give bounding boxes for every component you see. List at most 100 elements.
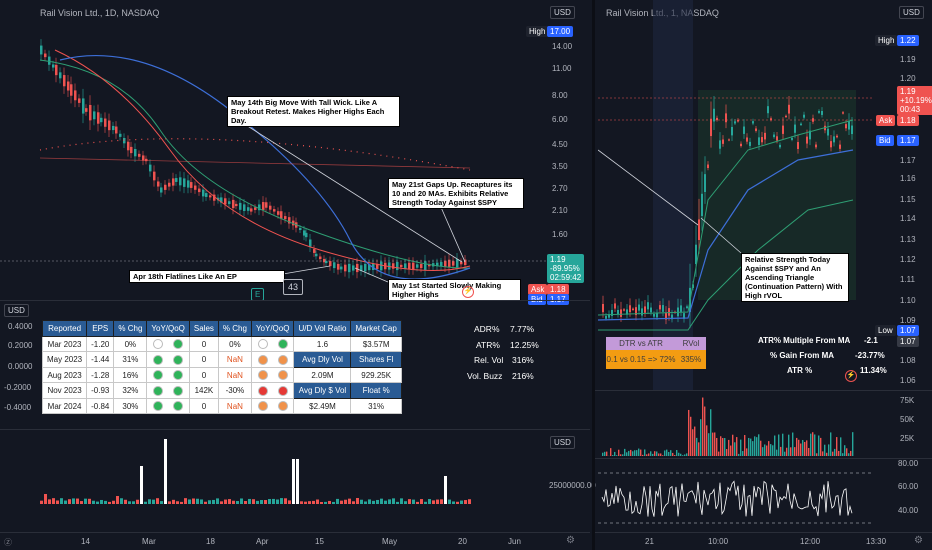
gain-from-ma-label: % Gain From MA — [770, 351, 835, 360]
right-x-tick: 21 — [645, 537, 654, 546]
volume-bar — [624, 448, 626, 456]
volume-bar — [834, 448, 836, 456]
candle-body — [809, 130, 811, 140]
volume-bar — [602, 452, 604, 456]
side-label: Float % — [350, 382, 402, 399]
ma-green-line — [39, 59, 471, 269]
right-currency-button[interactable]: USD — [899, 6, 924, 19]
volume-bar — [708, 433, 710, 456]
count-box: 43 — [283, 279, 304, 295]
right-ask-label: Ask — [876, 115, 896, 126]
volume-bar — [308, 501, 311, 504]
candle-body — [149, 164, 152, 172]
volume-bar — [48, 499, 51, 504]
candle-body — [254, 207, 257, 210]
volume-bar — [240, 498, 243, 504]
status-dot — [173, 370, 184, 380]
left-price-chart[interactable]: Rail Vision Ltd., 1D, NASDAQ USD May 14t… — [0, 0, 575, 301]
volume-bar — [720, 436, 722, 456]
right-bid-label: Bid — [876, 135, 894, 146]
side-label: Shares Fl — [350, 351, 402, 368]
volume-bar — [818, 435, 820, 456]
cell-eps: -1.28 — [86, 367, 115, 383]
annotation-pointer — [700, 217, 742, 254]
volume-bar — [658, 453, 660, 456]
candle-body — [638, 304, 640, 311]
volume-bar — [748, 437, 750, 456]
left-currency-button[interactable]: USD — [550, 6, 575, 19]
right-settings-gear-icon[interactable]: ⚙ — [914, 535, 923, 546]
volume-bar — [300, 501, 303, 504]
timezone-icon[interactable]: Ⓩ — [4, 538, 12, 547]
volume-bar — [778, 434, 780, 456]
volume-bar — [722, 438, 724, 456]
right-high-label: High — [875, 35, 898, 46]
side-value: 31% — [350, 398, 402, 414]
left-chart-title: Rail Vision Ltd., 1D, NASDAQ — [40, 8, 160, 18]
settings-gear-icon[interactable]: ⚙ — [566, 535, 575, 546]
candle-body — [112, 125, 115, 131]
annotation-pointer — [598, 149, 699, 226]
right-pane-divider-2[interactable] — [595, 458, 932, 459]
candle-body — [408, 262, 411, 270]
volume-bar — [794, 447, 796, 456]
candle-body — [315, 253, 318, 257]
candle-body — [815, 144, 817, 148]
volume-bar — [826, 452, 828, 456]
side-value: 929.25K — [350, 367, 402, 383]
candle-body — [392, 263, 395, 269]
panes-vertical-divider[interactable] — [592, 0, 595, 550]
candle-body — [288, 217, 291, 224]
candle-body — [376, 263, 379, 269]
volume-bar — [672, 452, 674, 456]
volume-bar — [276, 499, 279, 504]
volume-bar — [288, 500, 291, 504]
volume-bar — [694, 426, 696, 456]
left-y-tick: 11.00 — [552, 64, 572, 73]
status-dot — [257, 354, 268, 365]
eps-currency-button[interactable]: USD — [4, 304, 29, 317]
volume-bar — [846, 448, 848, 456]
candle-body — [839, 144, 841, 149]
table-row: Mar 2023 -1.20 0% 0 0% 1.6 $3.57M — [41, 336, 402, 352]
candle-body — [303, 230, 306, 236]
right-volume-plot — [602, 397, 854, 456]
dtr-value: 0.1 vs 0.15 => 72% — [606, 350, 676, 369]
stat-adr-label: ADR% — [474, 324, 500, 334]
candle-body — [228, 201, 231, 205]
status-dot — [153, 401, 164, 411]
volume-bar — [718, 451, 720, 456]
candle-body — [716, 117, 718, 121]
volume-bar — [680, 453, 682, 456]
candle-body — [262, 202, 265, 210]
right-low-value: 1.07 — [897, 325, 919, 336]
lightning-alert-icon-left[interactable]: ⚡ — [462, 286, 474, 298]
side-value: $2.49M — [293, 398, 352, 414]
left-pane-divider[interactable] — [0, 300, 590, 301]
annotation-pointer — [439, 204, 466, 263]
volume-bar — [660, 453, 662, 456]
annotation-pointer — [354, 267, 389, 283]
candle-body — [770, 118, 772, 121]
volume-bar — [670, 450, 672, 456]
right-pane-divider-1[interactable] — [595, 390, 932, 391]
volume-bar — [704, 406, 706, 456]
candle-body — [52, 64, 55, 68]
cell-eps-chg: 30% — [113, 398, 148, 414]
volume-bar — [850, 450, 852, 456]
volume-bar — [220, 501, 223, 504]
volume-bar — [730, 445, 732, 456]
volume-bar — [60, 498, 63, 504]
lightning-alert-icon[interactable]: ⚡ — [845, 370, 857, 382]
candle-body — [194, 185, 197, 190]
candle-body — [239, 202, 242, 210]
eps-pane-divider[interactable] — [0, 429, 590, 430]
ma-lower-band — [598, 199, 854, 331]
volume-currency-button[interactable]: USD — [550, 436, 575, 449]
status-dot — [257, 370, 268, 380]
volume-bar — [420, 499, 423, 504]
left-countdown: 02:59:42 — [550, 273, 582, 282]
volume-bar — [764, 444, 766, 456]
candle-body — [247, 207, 250, 211]
candle-body — [299, 227, 302, 231]
